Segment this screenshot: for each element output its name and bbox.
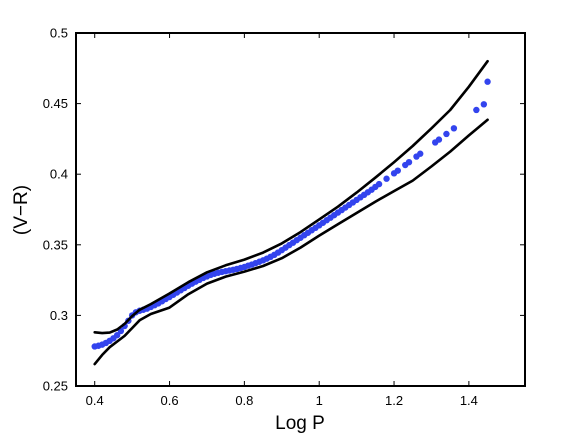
y-tick-label: 0.5 xyxy=(50,26,68,41)
data-point xyxy=(394,167,401,174)
plot-frame xyxy=(75,32,526,387)
y-tick-label: 0.45 xyxy=(43,96,68,111)
data-point xyxy=(450,125,458,132)
x-tick-label: 0.8 xyxy=(235,393,253,408)
plot-area xyxy=(91,59,491,366)
data-point xyxy=(443,130,450,138)
data-point xyxy=(405,158,413,166)
data-point xyxy=(435,136,443,143)
x-tick-label: 1 xyxy=(316,393,323,408)
data-point xyxy=(417,150,424,157)
data-point xyxy=(383,175,390,182)
data-point xyxy=(484,78,491,85)
x-tick-label: 1.2 xyxy=(385,393,403,408)
x-tick-label: 0.4 xyxy=(86,393,104,408)
x-tick-label: 0.6 xyxy=(161,393,179,408)
data-point xyxy=(480,101,488,108)
lower-bound-line xyxy=(93,118,489,366)
x-tick-label: 1.4 xyxy=(460,393,478,408)
y-tick-label: 0.3 xyxy=(50,308,68,323)
y-axis-label: (V−R) xyxy=(11,185,32,235)
upper-bound-line xyxy=(93,59,489,335)
y-tick-label: 0.35 xyxy=(43,237,68,252)
data-point xyxy=(375,180,383,188)
data-point xyxy=(473,106,480,114)
y-tick-label: 0.4 xyxy=(50,167,68,182)
x-axis-label: Log P xyxy=(275,413,325,434)
data-point xyxy=(113,331,121,339)
y-tick-label: 0.25 xyxy=(43,379,68,394)
ticks: 0.4 0.6 0.8 1 1.2 1.4 0.25 0.3 0.35 0.4 0.45 0.5 xyxy=(43,26,525,408)
